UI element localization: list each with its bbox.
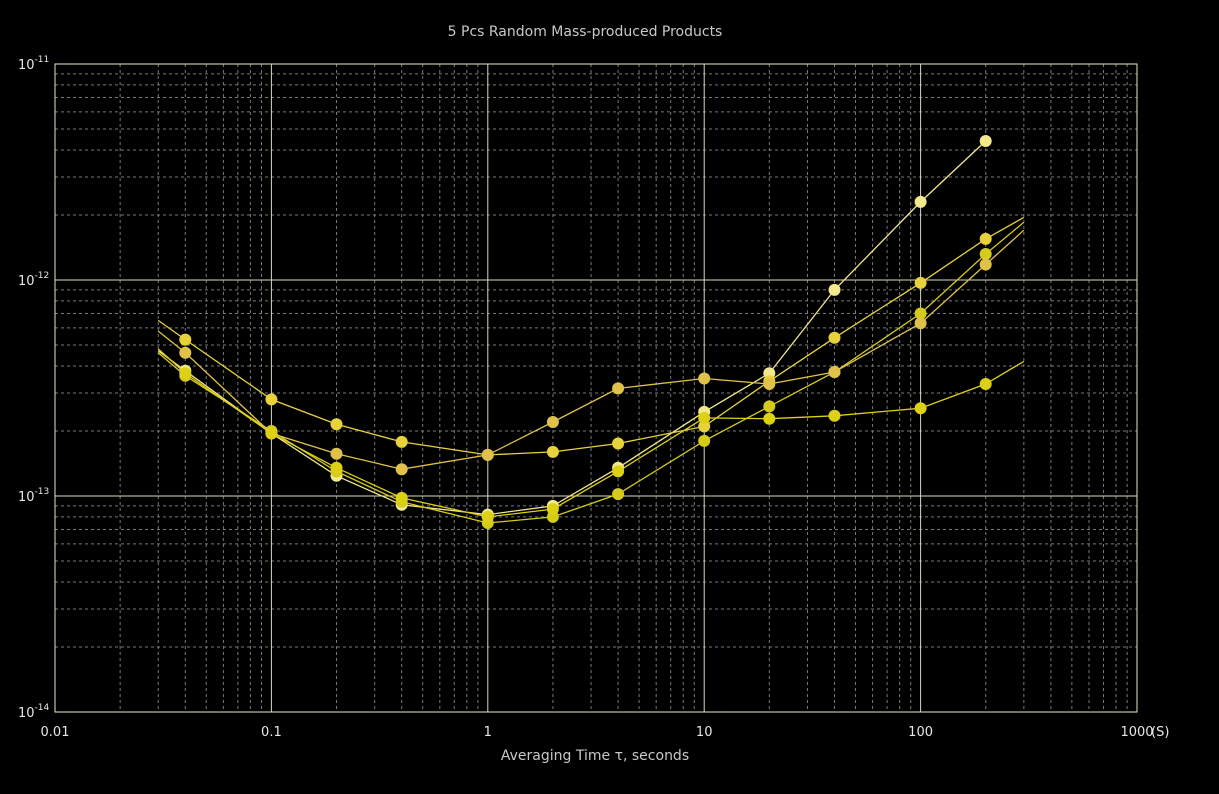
data-point <box>612 465 625 478</box>
series-5 <box>157 348 1025 523</box>
series-line <box>157 216 1025 456</box>
series-line <box>157 229 1025 470</box>
data-point <box>979 258 992 271</box>
data-point <box>979 378 992 390</box>
minor-gridlines <box>55 64 1137 712</box>
data-point <box>265 393 278 406</box>
chart-title: 5 Pcs Random Mass-produced Products <box>448 24 723 40</box>
x-axis-tick-labels: 0.01 0.1 1 10 100 1000 <box>41 725 1154 740</box>
x-axis-label: Averaging Time τ, seconds <box>501 748 689 764</box>
data-point <box>330 418 343 431</box>
data-point <box>179 367 192 380</box>
data-point <box>763 378 776 390</box>
data-point <box>914 307 927 320</box>
y-axis-tick-labels: 10-14 10-13 10-12 10-11 <box>18 55 50 721</box>
data-point <box>979 232 992 245</box>
data-point <box>828 331 841 344</box>
x-tick-label: 10 <box>696 725 713 740</box>
data-point <box>612 382 625 395</box>
data-point <box>546 445 559 458</box>
y-tick-label: 10-11 <box>18 55 49 73</box>
data-point <box>612 488 625 501</box>
data-point <box>265 427 278 440</box>
data-point <box>828 283 841 296</box>
y-tick-label: 10-12 <box>18 271 49 289</box>
data-point <box>179 346 192 359</box>
data-point <box>979 248 992 260</box>
y-tick-label: 10-14 <box>18 703 50 721</box>
series-layer <box>157 135 1025 529</box>
data-point <box>395 491 408 504</box>
data-point <box>330 461 343 474</box>
data-point <box>914 317 927 330</box>
x-axis-unit: (S) <box>1151 725 1169 740</box>
data-point <box>395 463 408 476</box>
data-point <box>914 402 927 415</box>
series-line <box>157 221 1025 524</box>
data-point <box>763 400 776 413</box>
data-point <box>698 420 711 433</box>
data-point <box>914 195 927 208</box>
data-point <box>546 416 559 428</box>
data-point <box>828 409 841 422</box>
plot-frame <box>54 63 1138 713</box>
data-point <box>828 366 841 378</box>
data-point <box>395 435 408 448</box>
data-point <box>481 510 494 523</box>
data-point <box>330 447 343 460</box>
data-point <box>612 437 625 450</box>
x-tick-label: 0.1 <box>261 725 282 740</box>
data-point <box>914 276 927 289</box>
data-point <box>698 411 711 424</box>
data-point <box>979 135 992 147</box>
data-point <box>546 503 559 516</box>
x-tick-label: 1000 <box>1120 725 1153 740</box>
x-tick-label: 1 <box>484 725 492 740</box>
data-point <box>698 372 711 385</box>
data-point <box>698 434 711 447</box>
data-point <box>481 448 494 461</box>
data-point <box>763 412 776 425</box>
y-tick-label: 10-13 <box>18 487 49 505</box>
x-tick-label: 0.01 <box>41 725 70 740</box>
data-point <box>179 333 192 346</box>
x-tick-label: 100 <box>908 725 933 740</box>
series-line <box>157 348 1025 518</box>
